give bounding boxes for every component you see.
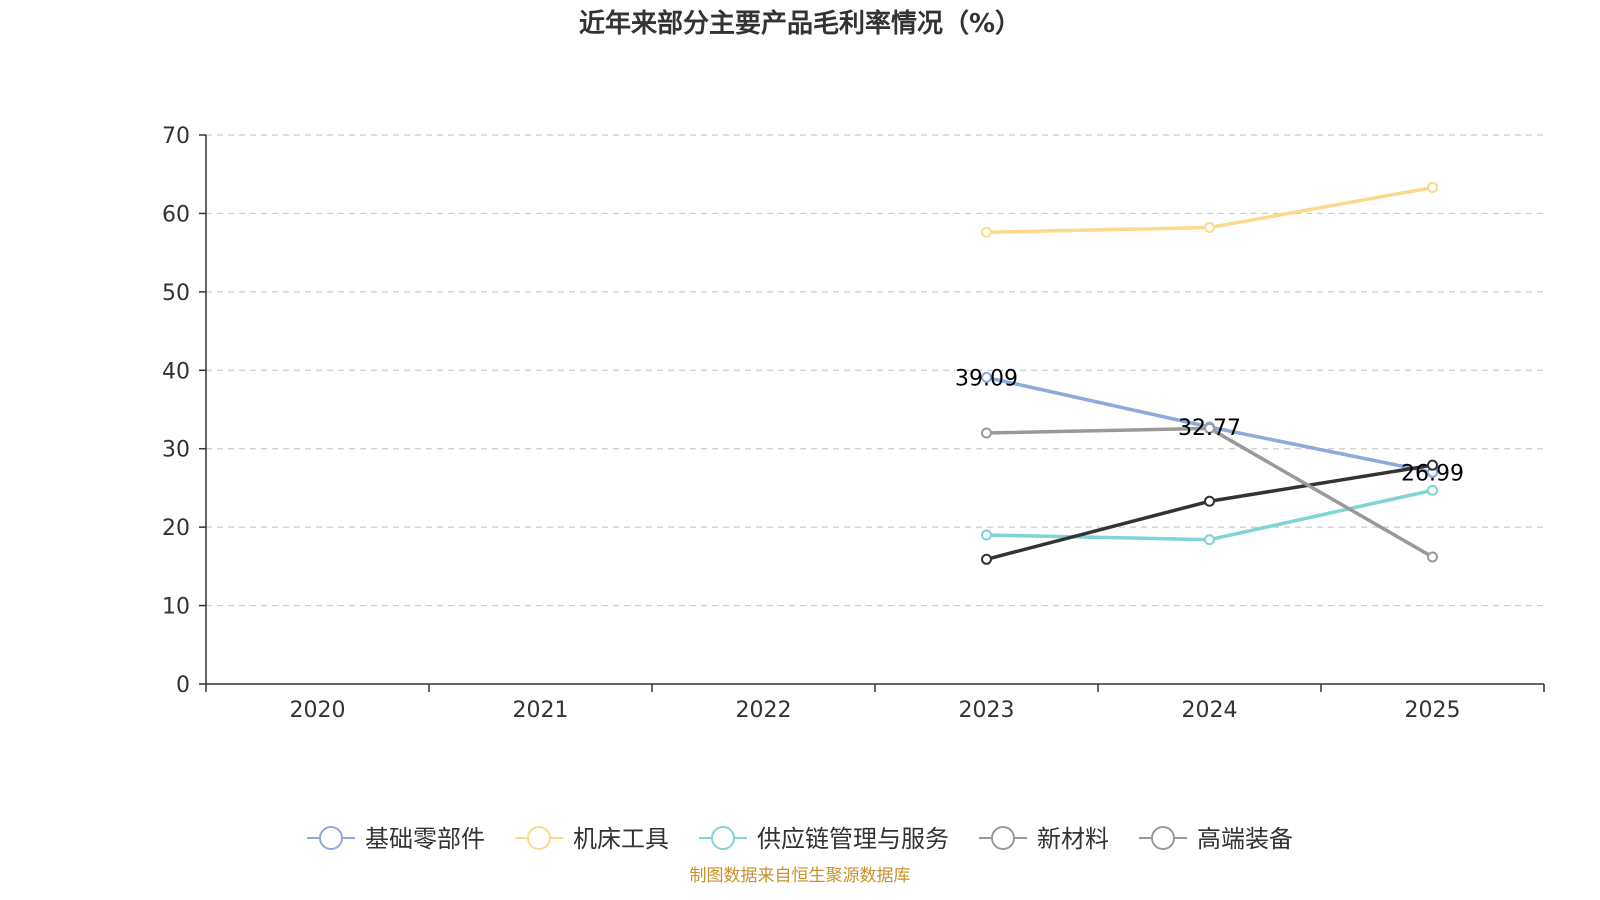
legend-item[interactable]: 机床工具 [515, 825, 669, 853]
y-tick-label: 70 [162, 124, 190, 149]
y-tick-label: 10 [162, 595, 190, 620]
x-tick-label: 2021 [513, 698, 569, 723]
data-point[interactable] [1427, 459, 1438, 471]
axes: 0 10 20 30 40 50 60 70 2020 2021 2022 2023 2024 2025 [162, 124, 1545, 723]
y-tick-label: 20 [162, 516, 190, 541]
y-tick-label: 50 [162, 281, 190, 306]
y-tick-label: 0 [176, 673, 190, 698]
legend-item[interactable]: 高端装备 [1139, 825, 1293, 853]
x-tick-label: 2024 [1182, 698, 1238, 723]
data-point[interactable] [981, 529, 992, 541]
legend-circle-icon [527, 826, 551, 850]
data-point[interactable] [1204, 422, 1215, 434]
data-point[interactable] [981, 371, 992, 383]
data-label: 32.77 [1178, 416, 1241, 441]
data-label: 26.99 [1401, 461, 1464, 486]
legend-label: 高端装备 [1197, 825, 1293, 853]
x-tick-label: 2020 [290, 698, 346, 723]
y-tick-label: 60 [162, 202, 190, 227]
legend-label: 机床工具 [573, 825, 669, 853]
data-labels: 39.09 32.77 26.99 [955, 366, 1464, 486]
legend-item[interactable]: 基础零部件 [307, 825, 485, 853]
y-tick-label: 40 [162, 359, 190, 384]
legend[interactable]: 基础零部件 机床工具 供应链管理与服务 新材料 高端装备 [307, 825, 1293, 853]
x-tick-label: 2023 [959, 698, 1015, 723]
x-tick-label: 2025 [1405, 698, 1461, 723]
data-point[interactable] [1204, 495, 1215, 507]
y-tick-label: 30 [162, 438, 190, 463]
x-tick-label: 2022 [736, 698, 792, 723]
legend-circle-icon [1151, 826, 1175, 850]
data-point[interactable] [981, 427, 992, 439]
series-lines [981, 182, 1438, 565]
data-point[interactable] [981, 553, 992, 565]
data-point[interactable] [1427, 484, 1438, 496]
legend-item[interactable]: 新材料 [979, 825, 1109, 853]
legend-label: 供应链管理与服务 [757, 825, 949, 853]
data-label: 39.09 [955, 366, 1018, 391]
legend-label: 新材料 [1037, 825, 1109, 853]
source-note: 制图数据来自恒生聚源数据库 [690, 866, 911, 886]
legend-item[interactable]: 供应链管理与服务 [699, 825, 949, 853]
data-point[interactable] [981, 226, 992, 238]
legend-circle-icon [711, 826, 735, 850]
data-point[interactable] [1204, 534, 1215, 546]
grid-lines [206, 134, 1544, 607]
chart-title: 近年来部分主要产品毛利率情况（%） [579, 8, 1021, 39]
legend-circle-icon [319, 826, 343, 850]
data-point[interactable] [1427, 551, 1438, 563]
legend-circle-icon [991, 826, 1015, 850]
legend-label: 基础零部件 [365, 825, 485, 853]
data-point[interactable] [1204, 222, 1215, 234]
data-point[interactable] [1427, 182, 1438, 194]
